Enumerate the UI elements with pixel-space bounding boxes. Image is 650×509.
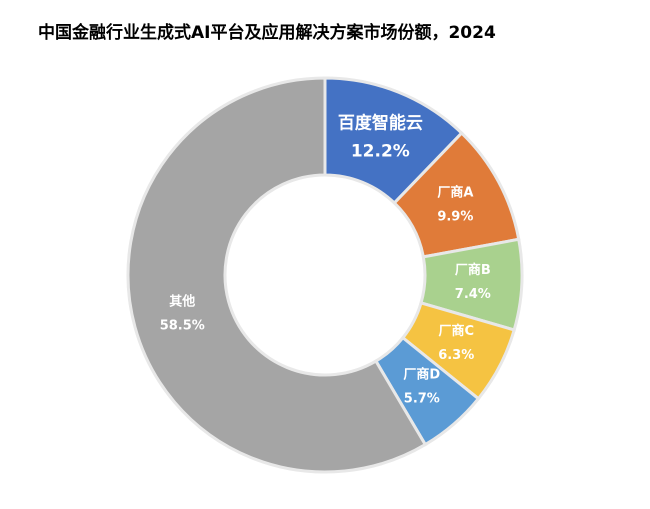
value-label: 9.9% [437, 209, 473, 224]
slice-label: 其他 [169, 294, 195, 310]
donut-slice [126, 76, 428, 474]
slice-label: 百度智能云 [338, 113, 423, 134]
value-label: 7.4% [455, 287, 491, 302]
value-label: 5.7% [404, 391, 440, 406]
slice-label: 厂商D [403, 366, 440, 382]
slice-label: 厂商A [437, 184, 473, 200]
slice-label: 厂商C [438, 323, 474, 339]
chart-title: 中国金融行业生成式AI平台及应用解决方案市场份额，2024 [38, 22, 496, 43]
value-label: 6.3% [438, 348, 474, 363]
value-label: 58.5% [160, 319, 205, 334]
slice-label: 厂商B [455, 262, 491, 278]
value-label: 12.2% [351, 142, 410, 162]
